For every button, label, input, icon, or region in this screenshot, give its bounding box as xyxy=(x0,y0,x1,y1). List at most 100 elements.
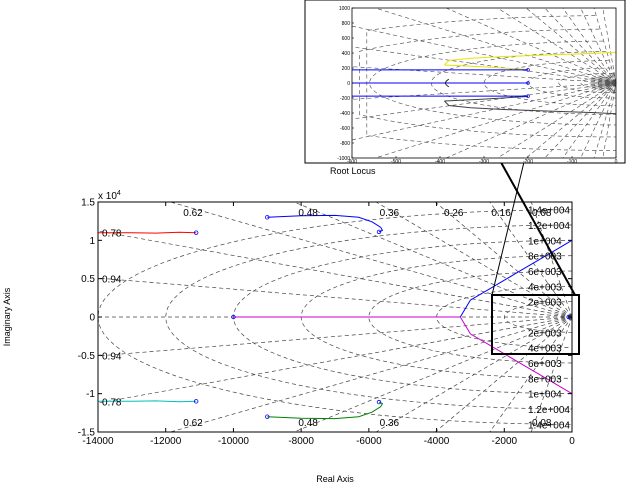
inset-damping-grid-line xyxy=(525,7,617,84)
x-tick-label: -2000 xyxy=(491,436,517,447)
frequency-label: 8e+003 xyxy=(528,252,562,263)
inset-panel xyxy=(304,0,626,164)
damping-label: 0.78 xyxy=(102,397,122,408)
inset-x-tick-label: -600 xyxy=(347,159,357,165)
damping-grid-line xyxy=(170,201,573,318)
zoom-connector-line xyxy=(497,156,576,296)
inset-y-tick-label: -1000 xyxy=(337,156,350,162)
pole-zero-marker xyxy=(231,314,236,320)
inset-cluster-line xyxy=(600,82,617,92)
inset-locus-branch xyxy=(444,64,529,70)
locus-branch xyxy=(459,239,573,318)
frequency-label: 4e+003 xyxy=(528,282,562,293)
inset-x-tick-label: 0 xyxy=(615,159,618,165)
y-tick-label: 0.5 xyxy=(81,274,95,285)
x-tick-label: -8000 xyxy=(288,436,314,447)
inset-cluster-line xyxy=(589,81,617,84)
frequency-label: 2e+003 xyxy=(528,328,562,339)
inset-y-tick-label: 400 xyxy=(342,51,351,57)
inset-cluster-line xyxy=(597,82,617,91)
inset-cluster-line xyxy=(594,76,617,84)
damping-label: 0.94 xyxy=(102,351,122,362)
damping-label: 0.36 xyxy=(380,418,400,429)
inset-frequency-grid-arc xyxy=(369,40,617,126)
inset-cluster-line xyxy=(592,78,617,84)
inset-x-tick-label: -100 xyxy=(567,159,577,165)
x-axis-label: Real Axis xyxy=(316,474,354,484)
damping-label: 0.16 xyxy=(491,208,511,219)
damping-label: 0.48 xyxy=(298,418,318,429)
inset-cluster-line xyxy=(608,82,617,94)
frequency-label: 1.2e+004 xyxy=(528,221,570,232)
inset-pole-zero-marker xyxy=(526,68,530,72)
inset-cluster-line xyxy=(608,72,617,84)
y-tick-label: 0 xyxy=(89,313,95,324)
y-tick-label: 1 xyxy=(89,236,95,247)
pole-zero-marker xyxy=(193,399,199,404)
inset-locus-branch xyxy=(444,51,617,66)
inset-damping-grid-line xyxy=(602,7,617,84)
inset-damping-grid-line xyxy=(446,7,617,84)
frequency-label: 6e+003 xyxy=(528,267,562,278)
inset-pole-zero-marker xyxy=(526,94,530,98)
main-series xyxy=(98,214,573,420)
inset-x-tick-label: -200 xyxy=(523,159,533,165)
damping-grid-line xyxy=(435,316,573,433)
inset-frequency-grid-arc xyxy=(558,73,616,93)
inset-damping-grid-line xyxy=(351,46,617,84)
zoom-region-box xyxy=(491,294,580,355)
inset-y-tick-label: 0 xyxy=(347,81,350,87)
locus-branch xyxy=(267,214,384,233)
inset-y-tick-label: 600 xyxy=(342,36,351,42)
inset-damping-grid-line xyxy=(602,82,617,159)
x-tick-label: -10000 xyxy=(218,436,250,447)
pole-zero-marker xyxy=(376,229,382,235)
frequency-grid-arc xyxy=(165,224,573,410)
inset-cluster-line xyxy=(600,74,617,84)
y-tick-label: 1.5 xyxy=(81,198,95,209)
damping-label: 0.78 xyxy=(102,229,122,240)
locus-branch xyxy=(459,316,573,395)
inset-cluster-line xyxy=(590,80,617,84)
inset-y-tick-label: -600 xyxy=(340,126,350,132)
inset-damping-grid-line xyxy=(544,7,617,84)
inset-frequency-grid-arc xyxy=(483,60,616,106)
locus-branch xyxy=(267,401,384,420)
damping-label: 0.62 xyxy=(183,208,203,219)
inset-x-tick-label: -300 xyxy=(479,159,489,165)
inset-x-tick-label: -500 xyxy=(391,159,401,165)
inset-damping-grid-line xyxy=(593,82,617,159)
inset-frequency-grid-arc xyxy=(527,67,616,99)
inset-series xyxy=(352,51,617,115)
inset-cluster-line xyxy=(604,82,617,93)
inset-damping-grid-line xyxy=(562,82,617,159)
damping-label: 0.36 xyxy=(380,208,400,219)
y-tick-label: -1.5 xyxy=(78,428,96,439)
main-markers xyxy=(193,215,571,419)
damping-grid-line xyxy=(97,316,573,357)
damping-grid-line xyxy=(293,316,573,433)
frequency-label: 8e+003 xyxy=(528,374,562,385)
inset-damping-grid-line xyxy=(351,82,617,100)
pole-zero-marker xyxy=(265,215,270,220)
inset-damping-grid-line xyxy=(525,82,617,159)
inset-damping-grid-line xyxy=(544,82,617,159)
inset-y-tick-label: -400 xyxy=(340,111,350,117)
inset-y-tick-label: 200 xyxy=(342,66,351,72)
inset-ticks: -600 -500 -400 -300 -200 -100 0-1000-800-600-4… xyxy=(337,6,617,165)
x-tick-label: 0 xyxy=(569,436,575,447)
damping-grid-line xyxy=(435,201,573,318)
inset-damping-grid-line xyxy=(593,7,617,84)
x-tick-label: -6000 xyxy=(356,436,382,447)
locus-branch xyxy=(98,400,197,403)
inset-damping-grid-line xyxy=(351,82,617,141)
inset-x-tick-label: -400 xyxy=(435,159,445,165)
inset-damping-grid-line xyxy=(446,82,617,159)
frequency-label: 4e+003 xyxy=(528,344,562,355)
y-tick-label: -1 xyxy=(86,389,95,400)
inset-y-tick-label: -200 xyxy=(340,96,350,102)
damping-grid-line xyxy=(170,316,573,433)
inset-damping-grid-line xyxy=(351,66,617,84)
inset-damping-grid-line xyxy=(497,82,617,159)
frequency-label: 1.2e+004 xyxy=(528,405,570,416)
